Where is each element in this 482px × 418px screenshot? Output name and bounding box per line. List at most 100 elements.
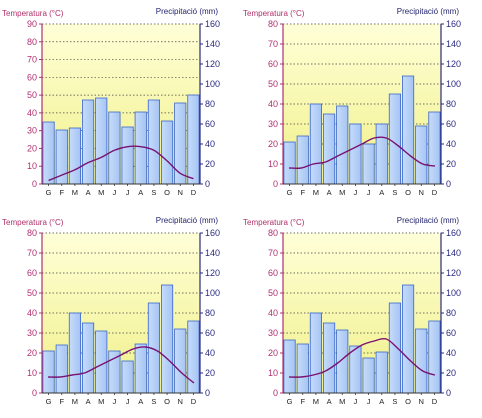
temperature-tick-label: 70 bbox=[268, 39, 278, 49]
precipitation-bar bbox=[415, 328, 428, 394]
precipitation-axis-title: Precipitació (mm) bbox=[397, 216, 460, 225]
precipitation-bar bbox=[121, 360, 134, 394]
precipitation-bar bbox=[68, 127, 81, 185]
plot-background bbox=[283, 233, 441, 393]
temperature-tick-label: 40 bbox=[27, 108, 37, 118]
climate-chart-svg: Temperatura (°C) Precipitació (mm) 0 10 20 30… bbox=[2, 216, 220, 406]
precipitation-bar bbox=[68, 312, 81, 394]
month-tick-label: A bbox=[138, 397, 143, 406]
temperature-tick-label: 20 bbox=[27, 348, 37, 358]
precipitation-bar bbox=[82, 99, 95, 185]
month-tick-label: N bbox=[419, 397, 424, 406]
precipitation-tick-label: 120 bbox=[205, 268, 220, 278]
precipitation-tick-label: 0 bbox=[446, 179, 451, 189]
precipitation-bar bbox=[349, 123, 362, 185]
month-tick-label: N bbox=[178, 397, 183, 406]
climate-chart-svg: Temperatura (°C) Precipitació (mm) 0 10 20 30… bbox=[243, 7, 461, 197]
precipitation-bar bbox=[362, 143, 375, 185]
temperature-tick-label: 0 bbox=[273, 179, 278, 189]
temperature-line bbox=[289, 337, 436, 378]
precipitation-tick-label: 60 bbox=[446, 119, 456, 129]
temperature-tick-label: 80 bbox=[268, 228, 278, 238]
precipitation-bar bbox=[336, 329, 349, 394]
precipitation-bar bbox=[336, 105, 349, 185]
precipitation-bar bbox=[402, 75, 415, 185]
temperature-tick-label: 20 bbox=[268, 348, 278, 358]
precipitation-tick-label: 120 bbox=[205, 59, 220, 69]
temperature-axis-title: Temperatura (°C) bbox=[2, 218, 64, 227]
precipitation-bar bbox=[309, 312, 322, 394]
precipitation-axis-title: Precipitació (mm) bbox=[156, 216, 219, 225]
month-tick-label: O bbox=[405, 397, 411, 406]
month-tick-label: S bbox=[151, 188, 156, 197]
temperature-tick-label: 30 bbox=[27, 126, 37, 136]
precipitation-bar bbox=[161, 284, 174, 394]
temperature-tick-label: 50 bbox=[268, 79, 278, 89]
temperature-tick-label: 20 bbox=[268, 139, 278, 149]
month-tick-label: F bbox=[300, 397, 305, 406]
temperature-tick-label: 0 bbox=[32, 388, 37, 398]
precipitation-tick-label: 20 bbox=[205, 368, 215, 378]
precipitation-bar bbox=[402, 284, 415, 394]
precipitation-bar bbox=[161, 120, 174, 185]
precipitation-bar bbox=[428, 111, 441, 185]
month-tick-label: M bbox=[72, 188, 78, 197]
temperature-axis-title: Temperatura (°C) bbox=[2, 9, 64, 18]
temperature-tick-label: 10 bbox=[27, 368, 37, 378]
precipitation-tick-label: 60 bbox=[205, 328, 215, 338]
precipitation-bar bbox=[388, 302, 401, 394]
month-tick-label: N bbox=[178, 188, 183, 197]
precipitation-bar bbox=[362, 357, 375, 394]
precipitation-bar bbox=[296, 135, 309, 185]
month-tick-label: A bbox=[327, 397, 332, 406]
temperature-tick-label: 0 bbox=[32, 179, 37, 189]
precipitation-bar bbox=[134, 343, 147, 394]
precipitation-tick-label: 60 bbox=[446, 328, 456, 338]
month-tick-label: D bbox=[432, 188, 438, 197]
plot-background bbox=[283, 24, 441, 184]
precipitation-tick-label: 120 bbox=[446, 59, 461, 69]
temperature-tick-label: 50 bbox=[27, 288, 37, 298]
precipitation-tick-label: 40 bbox=[205, 348, 215, 358]
temperature-tick-label: 50 bbox=[268, 288, 278, 298]
temperature-tick-label: 50 bbox=[27, 90, 37, 100]
month-tick-label: S bbox=[392, 188, 397, 197]
precipitation-tick-label: 160 bbox=[446, 19, 461, 29]
month-tick-label: J bbox=[126, 397, 130, 406]
month-tick-label: D bbox=[191, 188, 197, 197]
precipitation-tick-label: 80 bbox=[205, 308, 215, 318]
temperature-tick-label: 80 bbox=[268, 19, 278, 29]
precipitation-tick-label: 40 bbox=[446, 348, 456, 358]
month-tick-label: J bbox=[126, 188, 130, 197]
climate-chart-svg: Temperatura (°C) Precipitació (mm) 0 10 20 30… bbox=[2, 7, 220, 197]
temperature-tick-label: 60 bbox=[268, 59, 278, 69]
climate-chart-svg: Temperatura (°C) Precipitació (mm) 0 10 20 30… bbox=[243, 216, 461, 406]
temperature-tick-label: 30 bbox=[27, 328, 37, 338]
precipitation-bar bbox=[388, 93, 401, 185]
precipitation-tick-label: 20 bbox=[446, 159, 456, 169]
precipitation-bar bbox=[55, 344, 68, 394]
precipitation-tick-label: 100 bbox=[205, 288, 220, 298]
precipitation-bar bbox=[95, 330, 108, 394]
climate-chart-bottom-right: Temperatura (°C) Precipitació (mm) 0 10 20 30… bbox=[241, 209, 482, 418]
temperature-tick-label: 60 bbox=[27, 268, 37, 278]
precipitation-bar bbox=[323, 113, 336, 185]
precipitation-bar bbox=[428, 320, 441, 394]
month-tick-label: A bbox=[138, 188, 143, 197]
precipitation-tick-label: 0 bbox=[205, 179, 210, 189]
temperature-tick-label: 70 bbox=[27, 248, 37, 258]
month-tick-label: G bbox=[287, 397, 293, 406]
month-tick-label: A bbox=[86, 188, 91, 197]
precipitation-bar bbox=[121, 126, 134, 185]
precipitation-tick-label: 60 bbox=[205, 119, 215, 129]
month-tick-label: D bbox=[432, 397, 438, 406]
month-tick-label: A bbox=[379, 188, 384, 197]
precipitation-bar bbox=[174, 102, 187, 185]
month-tick-label: M bbox=[72, 397, 78, 406]
temperature-tick-label: 10 bbox=[268, 368, 278, 378]
month-tick-label: S bbox=[151, 397, 156, 406]
temperature-tick-label: 70 bbox=[27, 55, 37, 65]
month-tick-label: G bbox=[46, 397, 52, 406]
month-tick-label: F bbox=[59, 188, 64, 197]
precipitation-bar bbox=[42, 121, 55, 185]
